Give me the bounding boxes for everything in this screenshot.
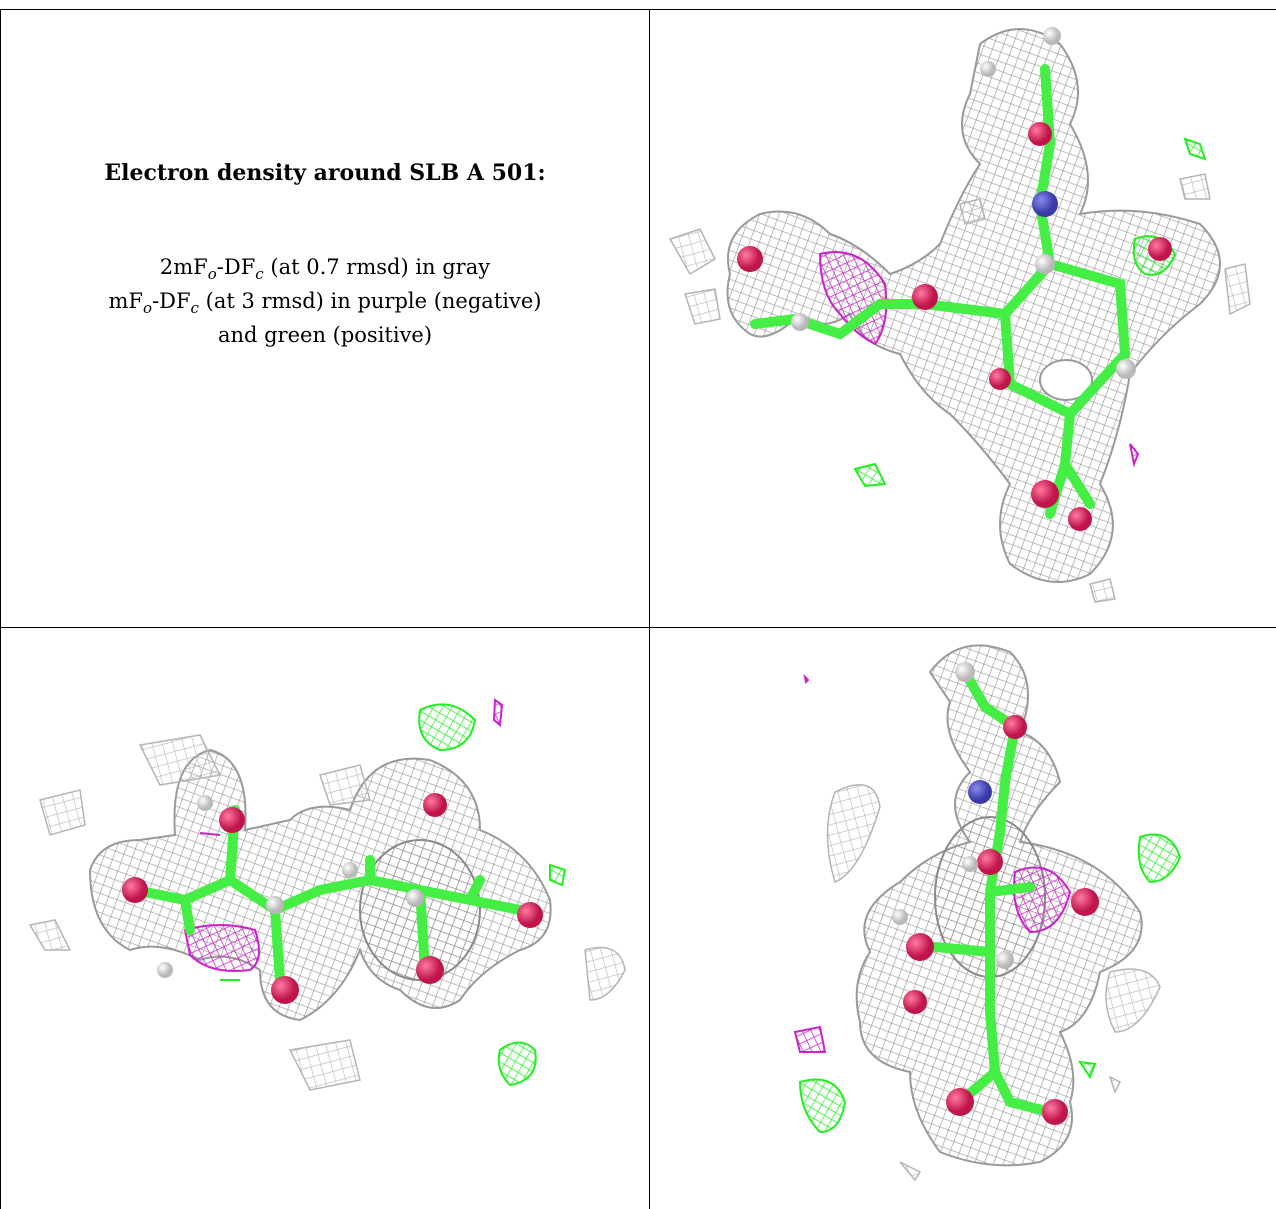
atoms-oxygen (122, 793, 543, 1004)
diff-map-positive (798, 833, 1182, 1134)
density-view-bottom-left (10, 640, 640, 1200)
mesh-fragments (28, 734, 626, 1091)
atoms-oxygen (903, 715, 1099, 1125)
table-border-middle-row (0, 627, 1276, 628)
caption-line-2fofc: 2mFo-DFc (at 0.7 rmsd) in gray (159, 255, 491, 284)
table-border-middle (649, 9, 650, 1209)
caption-line-fofc: mFo-DFc (at 3 rmsd) in purple (negative) (108, 289, 542, 318)
density-view-bottom-right (660, 632, 1270, 1202)
atoms-nitrogen (968, 780, 992, 804)
caption-line-colors: and green (positive) (217, 323, 433, 348)
diff-map-negative (183, 698, 504, 972)
table-border-top (0, 9, 1276, 10)
atoms-hydrogen (791, 27, 1136, 379)
density-view-top-right (660, 14, 1270, 614)
diff-map-positive (220, 703, 567, 1087)
mesh-fragments (668, 173, 1251, 603)
table-border-left (0, 9, 1, 1209)
diff-map-negative (818, 251, 1140, 468)
mesh-fragments (826, 784, 1161, 1182)
atoms-hydrogen (157, 795, 424, 978)
atoms-hydrogen (892, 662, 1014, 969)
atoms-nitrogen (1032, 191, 1058, 217)
caption-cell: Electron density around SLB A 501: 2mFo-… (30, 160, 620, 349)
atoms-oxygen (737, 122, 1172, 531)
caption-title: Electron density around SLB A 501: (104, 160, 546, 186)
